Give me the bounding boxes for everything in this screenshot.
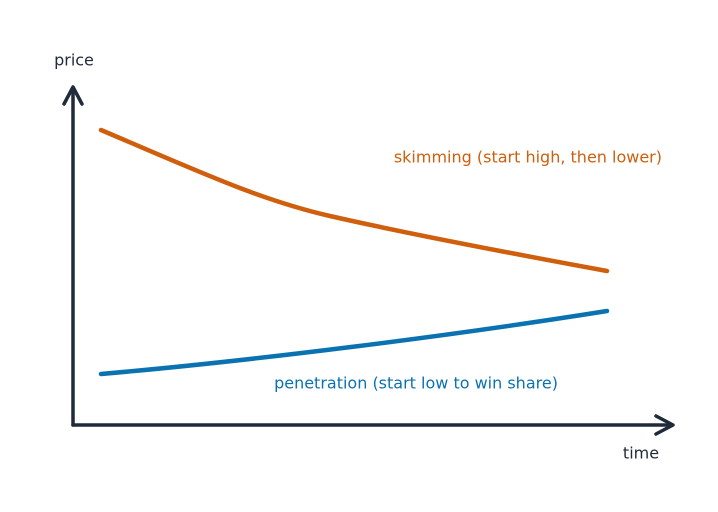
skimming-curve — [98, 127, 610, 274]
y-axis-label: price — [54, 51, 94, 70]
penetration-curve — [98, 308, 610, 377]
penetration-label: penetration (start low to win share) — [274, 374, 558, 393]
skimming-label: skimming (start high, then lower) — [394, 148, 662, 167]
x-axis-arrow — [654, 414, 675, 436]
y-axis-arrow — [62, 85, 84, 106]
x-axis-label: time — [623, 444, 659, 463]
